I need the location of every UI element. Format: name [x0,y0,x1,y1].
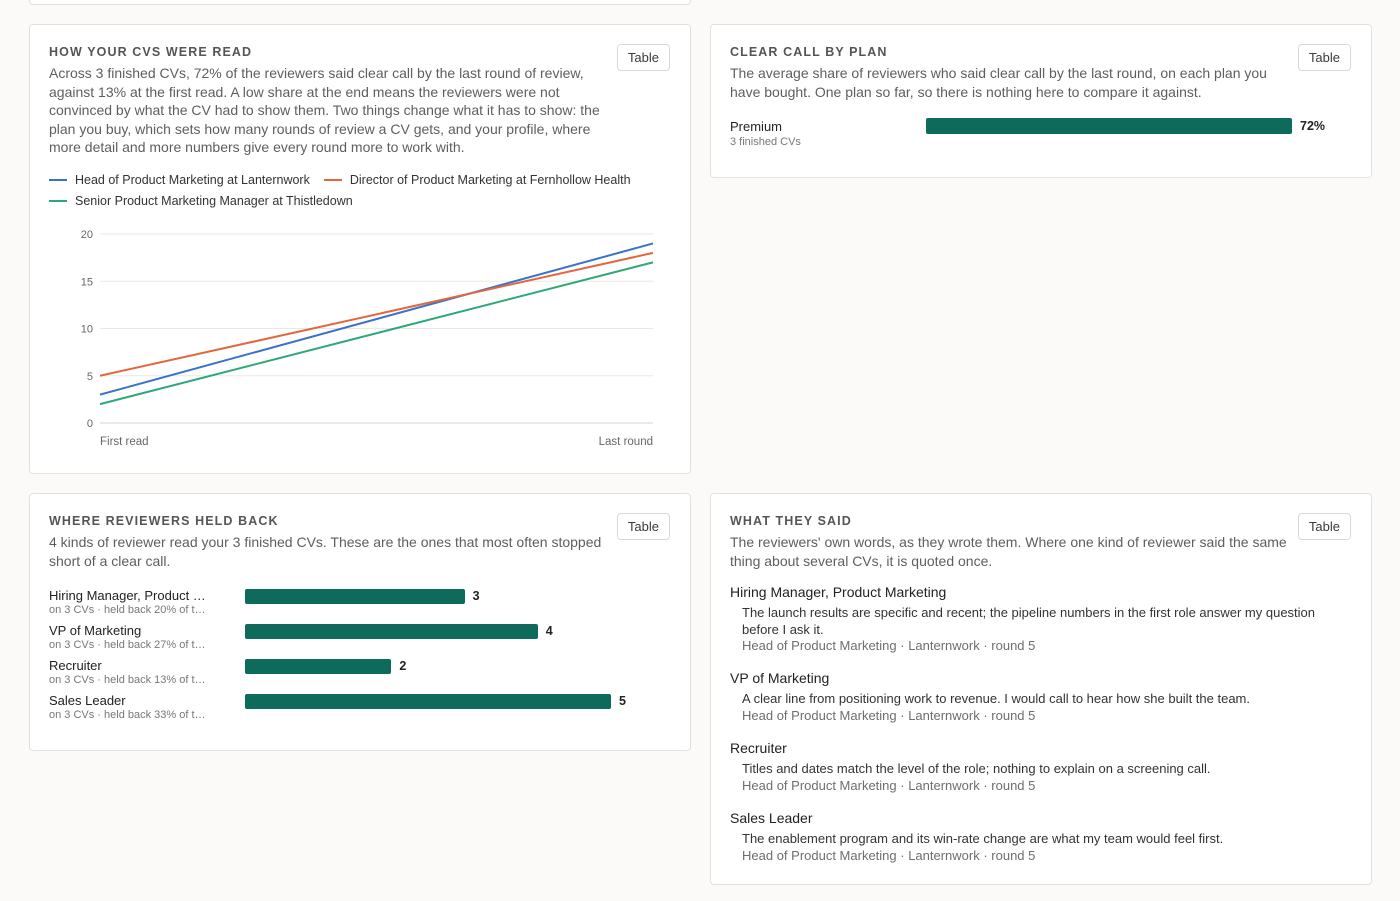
previous-card-edge [29,0,691,5]
legend-label: Director of Product Marketing at Fernhol… [349,172,631,187]
y-tick-label: 5 [87,371,93,383]
quote-text: The enablement program and its win-rate … [742,831,1224,846]
plan-value: 72% [1300,119,1326,133]
line-chart: 0 5 10 15 20 First read Last round [81,229,654,448]
card-description: The average share of reviewers who said … [730,65,1267,100]
quote-meta: Head of Product Marketing · Lanternwork … [742,847,1036,863]
plan-card: CLEAR CALL BY PLAN The average share of … [710,24,1372,178]
quote-reviewer: Sales Leader [730,810,813,826]
x-tick-label: Last round [599,436,653,448]
legend-item: Senior Product Marketing Manager at This… [49,190,353,211]
table-toggle-button[interactable]: Table [616,44,670,71]
legend-swatch [49,199,67,202]
held-value: 2 [399,659,407,673]
legend-item: Director of Product Marketing at Fernhol… [323,169,631,190]
y-tick-label: 20 [81,229,93,241]
quote-meta: Head of Product Marketing · Lanternwork … [742,777,1036,793]
held-value: 4 [545,624,553,638]
card-title: WHERE REVIEWERS HELD BACK [49,514,279,528]
table-toggle-button[interactable]: Table [1297,44,1351,71]
held-value: 5 [619,694,626,708]
quote-text: The launch results are specific and rece… [742,605,1316,637]
x-tick-label: First read [100,436,149,448]
card-description: The reviewers' own words, as they wrote … [730,534,1287,569]
card-description: Across 3 finished CVs, 72% of the review… [49,65,600,156]
reviewer-label: Recruiter [49,658,102,673]
card-title: HOW YOUR CVS WERE READ [49,45,253,59]
legend-swatch [49,178,67,181]
legend-label: Senior Product Marketing Manager at This… [75,193,353,208]
card-description: 4 kinds of reviewer read your 3 finished… [49,534,602,569]
quote-block: Recruiter Titles and dates match the lev… [730,740,1355,794]
y-tick-label: 15 [81,276,93,288]
held-bar [245,659,392,674]
reviewer-label: Sales Leader [49,693,126,708]
legend-item: Head of Product Marketing at Lanternwork [49,169,310,190]
quote-meta: Head of Product Marketing · Lanternwork … [742,638,1036,653]
reviewer-sub: on 3 CVs · held back 33% of the time [49,709,209,721]
series-line [99,261,654,406]
quote-reviewer: Hiring Manager, Product Marketing [730,584,947,600]
quote-block: Hiring Manager, Product Marketing The la… [730,584,1355,655]
quote-text: A clear line from positioning work to re… [742,691,1250,706]
held-row: Recruiter on 3 CVs · held back 13% of th… [49,658,669,693]
series-line [99,251,654,377]
held-bar [245,624,538,639]
series-line [99,242,654,396]
legend-label: Head of Product Marketing at Lanternwork [75,172,310,187]
quote-reviewer: VP of Marketing [730,670,830,686]
card-title: WHAT THEY SAID [730,514,852,528]
cvs-read-card: HOW YOUR CVS WERE READ Across 3 finished… [29,24,691,474]
y-tick-label: 0 [87,418,93,430]
held-bar [245,694,611,709]
plan-sub: 3 finished CVs [730,136,801,148]
held-row: VP of Marketing on 3 CVs · held back 27%… [49,623,669,658]
reviewer-sub: on 3 CVs · held back 13% of the time [49,674,209,686]
quote-meta: Head of Product Marketing · Lanternwork … [742,707,1036,723]
legend-swatch [323,178,342,181]
held-back-card: WHERE REVIEWERS HELD BACK 4 kinds of rev… [29,493,691,751]
quote-text: Titles and dates match the level of the … [742,761,1211,776]
quote-block: Sales Leader The enablement program and … [730,810,1355,864]
card-title: CLEAR CALL BY PLAN [730,45,888,59]
reviewer-sub: on 3 CVs · held back 27% of the time [49,639,209,651]
held-row: Sales Leader on 3 CVs · held back 33% of… [49,693,669,728]
y-tick-label: 10 [81,324,93,336]
quote-reviewer: Recruiter [730,740,787,756]
held-value: 3 [472,589,480,603]
held-row: Hiring Manager, Product Marketing on 3 C… [49,588,669,623]
reviewer-sub: on 3 CVs · held back 20% of the time [49,604,209,616]
table-toggle-button[interactable]: Table [1297,513,1351,540]
what-they-said-card: WHAT THEY SAID The reviewers' own words,… [710,493,1372,885]
plan-bar [926,118,1292,134]
chart-legend: Head of Product Marketing at Lanternwork… [49,169,669,211]
plan-label: Premium [730,119,783,134]
table-toggle-button[interactable]: Table [616,513,670,540]
quote-block: VP of Marketing A clear line from positi… [730,670,1355,724]
reviewer-label: Hiring Manager, Product Marketing [49,588,214,603]
reviewer-label: VP of Marketing [49,623,142,638]
held-bar [245,589,465,604]
